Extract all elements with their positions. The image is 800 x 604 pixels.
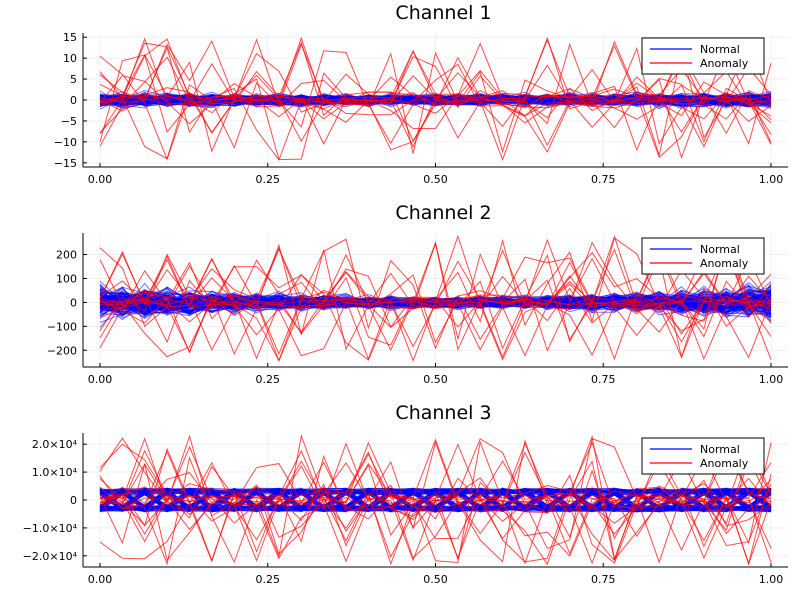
anomaly-line-15	[99, 438, 772, 566]
anomaly-line-15	[99, 38, 772, 135]
anomaly-line-1	[99, 441, 772, 562]
x-tick-label-3: 0.75	[591, 173, 616, 186]
legend-label-anomaly: Anomaly	[700, 57, 749, 70]
y-tick-label-4: 2.0×10⁴	[32, 438, 78, 451]
anomaly-line-3	[99, 454, 772, 562]
plot-area	[99, 234, 772, 363]
legend-label-anomaly: Anomaly	[700, 457, 749, 470]
legend-label-normal: Normal	[700, 243, 740, 256]
anomaly-line-10	[99, 40, 772, 154]
y-tick-label-1: −1.0×10⁴	[23, 522, 78, 535]
y-tick-label-1: −10	[54, 136, 77, 149]
chart-title: Channel 3	[395, 402, 491, 424]
legend-label-anomaly: Anomaly	[700, 257, 749, 270]
anomaly-line-11	[99, 46, 772, 162]
anomaly-line-6	[99, 441, 772, 564]
x-tick-label-2: 0.50	[423, 573, 448, 586]
anomaly-line-6	[99, 39, 772, 157]
x-tick-label-3: 0.75	[591, 373, 616, 386]
plot-area	[99, 36, 772, 162]
x-tick-label-0: 0.00	[88, 373, 113, 386]
anomaly-line-5	[99, 441, 772, 563]
x-tick-label-1: 0.25	[256, 573, 281, 586]
anomaly-line-14	[99, 71, 772, 160]
legend-label-normal: Normal	[700, 43, 740, 56]
y-tick-label-2: 0	[70, 494, 77, 507]
anomaly-line-3	[99, 253, 772, 361]
anomaly-line-4	[99, 434, 772, 566]
chart-title: Channel 1	[395, 2, 491, 24]
x-tick-label-1: 0.25	[256, 373, 281, 386]
y-tick-label-6: 15	[63, 31, 77, 44]
anomaly-line-10	[99, 440, 772, 564]
x-tick-label-0: 0.00	[88, 173, 113, 186]
anomaly-line-15	[99, 250, 772, 351]
anomaly-line-1	[99, 43, 772, 149]
y-tick-label-0: −15	[54, 157, 77, 170]
legend-box	[641, 437, 765, 475]
y-tick-label-4: 200	[56, 249, 77, 262]
y-tick-label-3: 100	[56, 272, 77, 285]
panel-1: 0.00 0.25 0.50 0.75 1.00 −15 −10 −5 0 5 10 15 Channe…	[54, 2, 788, 186]
legend-box	[641, 37, 765, 75]
x-tick-label-4: 1.00	[759, 573, 784, 586]
anomaly-line-8	[99, 434, 772, 564]
legend-label-normal: Normal	[700, 443, 740, 456]
y-tick-label-4: 5	[70, 73, 77, 86]
anomaly-line-14	[99, 235, 772, 359]
y-tick-label-3: 1.0×10⁴	[32, 466, 78, 479]
y-tick-label-1: −100	[47, 320, 77, 333]
x-tick-label-3: 0.75	[591, 573, 616, 586]
y-tick-label-0: −200	[47, 344, 77, 357]
y-tick-label-5: 10	[63, 52, 77, 65]
x-tick-label-1: 0.25	[256, 173, 281, 186]
panel-2: 0.00 0.25 0.50 0.75 1.00 −200 −100 0 100 200 Chann…	[47, 202, 788, 386]
y-tick-label-3: 0	[70, 94, 77, 107]
y-tick-label-2: −5	[61, 115, 77, 128]
anomaly-line-9	[99, 261, 772, 361]
anomaly-line-4	[99, 44, 772, 161]
legend-box	[641, 237, 765, 275]
plot-area	[99, 434, 772, 566]
anomaly-line-7	[99, 437, 772, 547]
x-tick-label-2: 0.50	[423, 373, 448, 386]
anomaly-line-13	[99, 237, 772, 349]
normal-line-127	[99, 488, 772, 512]
anomaly-line-13	[99, 38, 772, 139]
y-tick-label-2: 0	[70, 296, 77, 309]
x-tick-label-2: 0.50	[423, 173, 448, 186]
x-tick-label-4: 1.00	[759, 373, 784, 386]
normal-line-129	[99, 487, 772, 513]
chart-title: Channel 2	[395, 202, 491, 224]
panel-3: 0.00 0.25 0.50 0.75 1.00 −2.0×10⁴ −1.0×10⁴ 0 1.0…	[23, 402, 788, 586]
x-tick-label-4: 1.00	[759, 173, 784, 186]
anomaly-line-12	[99, 260, 772, 359]
anomaly-line-14	[99, 443, 772, 555]
y-tick-label-0: −2.0×10⁴	[23, 550, 78, 563]
x-tick-label-0: 0.00	[88, 573, 113, 586]
